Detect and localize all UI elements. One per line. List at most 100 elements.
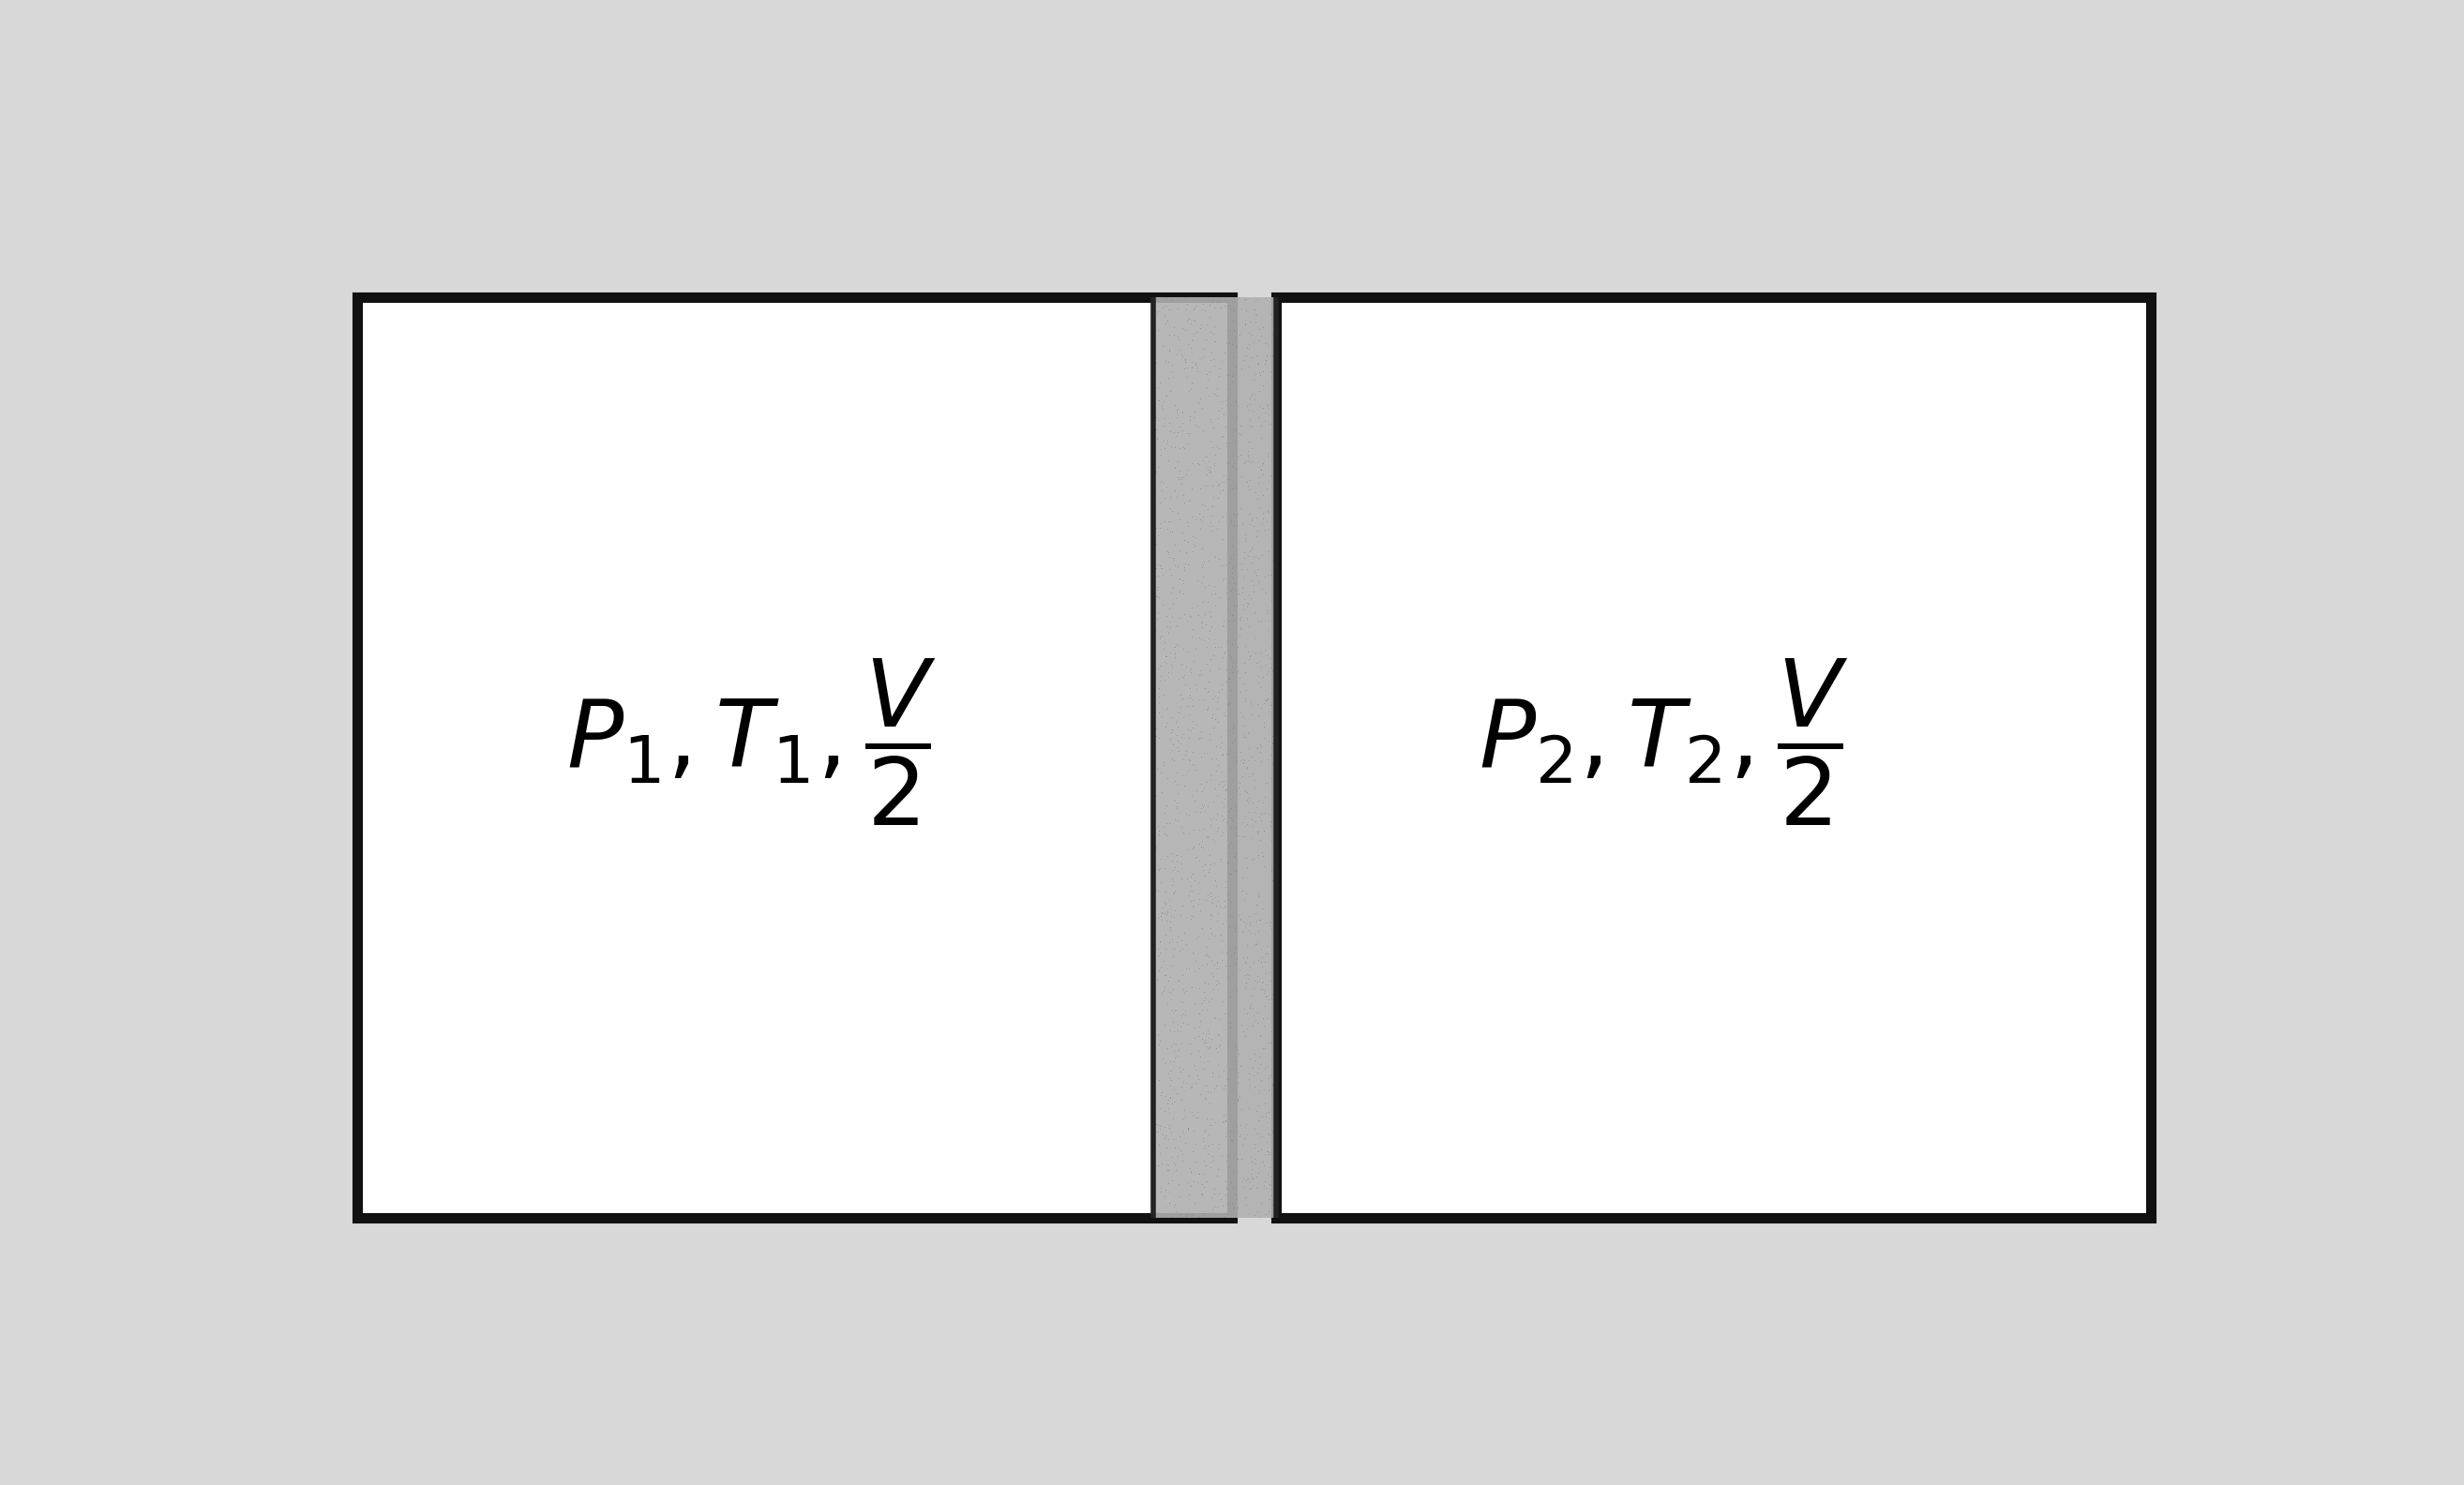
Point	[1207, 1178, 1247, 1201]
Point	[1185, 474, 1225, 497]
Point	[1239, 789, 1279, 812]
Point	[1151, 411, 1190, 435]
Point	[1190, 768, 1230, 792]
Point	[1175, 296, 1215, 319]
Point	[1188, 462, 1227, 486]
Point	[1168, 1170, 1207, 1194]
Point	[1163, 316, 1202, 340]
Point	[1227, 595, 1266, 619]
Point	[1244, 714, 1284, 738]
Point	[1247, 444, 1286, 468]
Point	[1230, 904, 1269, 928]
Point	[1215, 1194, 1254, 1218]
Point	[1247, 771, 1286, 794]
Point	[1151, 897, 1190, 921]
Point	[1156, 1152, 1195, 1176]
Point	[1163, 821, 1202, 845]
Point	[1180, 386, 1220, 410]
Point	[1168, 356, 1207, 380]
Point	[1252, 1063, 1291, 1087]
Point	[1136, 532, 1175, 555]
Point	[1247, 983, 1286, 1007]
Point	[1138, 575, 1178, 598]
Point	[1242, 1191, 1281, 1215]
Point	[1212, 809, 1252, 833]
Point	[1217, 1195, 1257, 1219]
Point	[1249, 961, 1289, 985]
Point	[1207, 598, 1247, 622]
Point	[1178, 870, 1217, 894]
Point	[1190, 903, 1230, 927]
Point	[1193, 505, 1232, 529]
Point	[1215, 298, 1254, 322]
Point	[1244, 506, 1284, 530]
Point	[1138, 857, 1178, 881]
Point	[1138, 937, 1178, 961]
Point	[1198, 376, 1237, 399]
Point	[1215, 845, 1254, 869]
Point	[1257, 769, 1296, 793]
Point	[1188, 998, 1227, 1022]
Point	[1200, 481, 1239, 505]
Point	[1143, 334, 1183, 358]
Point	[1220, 1054, 1259, 1078]
Point	[1168, 432, 1207, 456]
Point	[1198, 517, 1237, 541]
Point	[1252, 732, 1291, 756]
Point	[1257, 520, 1296, 544]
Point	[1215, 336, 1254, 359]
Point	[1143, 437, 1183, 460]
Point	[1161, 465, 1200, 489]
Point	[1254, 1161, 1294, 1185]
Point	[1217, 1146, 1257, 1170]
Point	[1257, 463, 1296, 487]
Point	[1227, 882, 1266, 906]
Point	[1168, 956, 1207, 980]
Point	[1143, 304, 1183, 328]
Point	[1252, 303, 1291, 327]
Point	[1190, 340, 1230, 364]
Point	[1252, 983, 1291, 1007]
Point	[1257, 551, 1296, 575]
Point	[1188, 450, 1227, 474]
Point	[1188, 636, 1227, 659]
Point	[1153, 842, 1193, 866]
Point	[1136, 1078, 1175, 1102]
Point	[1230, 964, 1269, 988]
Point	[1163, 345, 1202, 368]
Point	[1168, 1013, 1207, 1037]
Point	[1198, 689, 1237, 713]
Point	[1249, 1187, 1289, 1210]
Point	[1175, 959, 1215, 983]
Point	[1153, 1106, 1193, 1130]
Point	[1178, 662, 1217, 686]
Point	[1244, 970, 1284, 993]
Point	[1210, 1001, 1249, 1025]
Point	[1225, 707, 1264, 731]
Point	[1133, 1120, 1173, 1143]
Point	[1200, 680, 1239, 704]
Point	[1141, 627, 1180, 650]
Point	[1190, 460, 1230, 484]
Point	[1163, 894, 1202, 918]
Point	[1190, 1123, 1230, 1146]
Point	[1230, 539, 1269, 563]
Point	[1141, 469, 1180, 493]
Bar	[1153, 297, 1276, 1218]
Point	[1222, 567, 1262, 591]
Point	[1210, 939, 1249, 962]
Point	[1232, 310, 1271, 334]
Point	[1232, 506, 1271, 530]
Point	[1175, 1120, 1215, 1143]
Point	[1141, 1117, 1180, 1140]
Point	[1200, 1023, 1239, 1047]
Point	[1244, 462, 1284, 486]
Point	[1227, 944, 1266, 968]
Point	[1222, 443, 1262, 466]
Point	[1148, 956, 1188, 980]
Point	[1156, 1032, 1195, 1056]
Point	[1207, 1176, 1247, 1200]
Point	[1148, 1191, 1188, 1215]
Point	[1215, 936, 1254, 959]
Point	[1252, 634, 1291, 658]
